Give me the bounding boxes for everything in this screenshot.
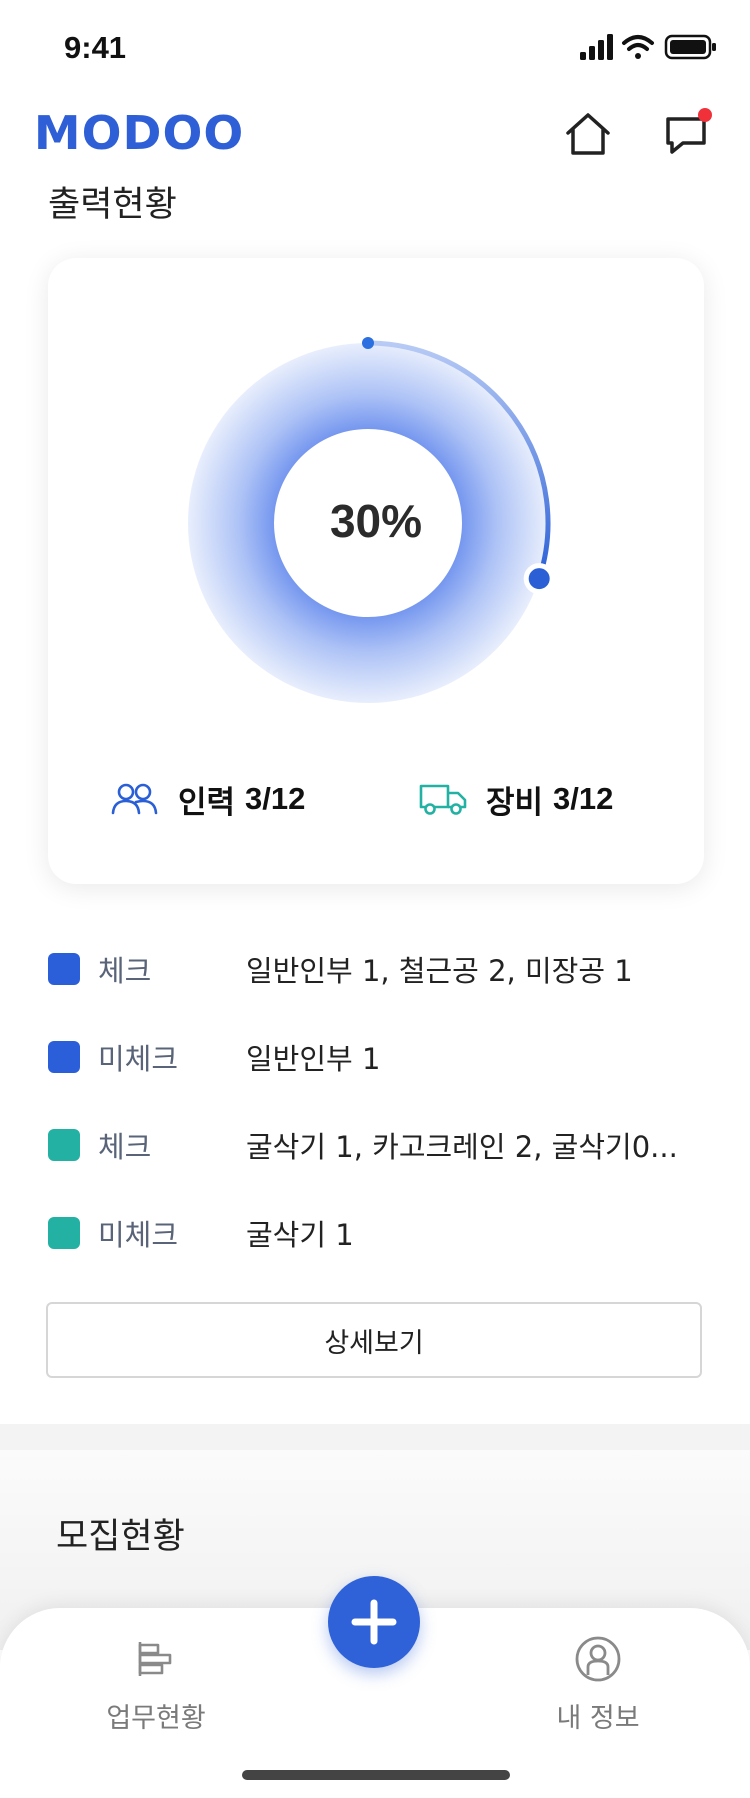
wifi-icon — [622, 35, 654, 59]
legend-detail: 굴삭기 1 — [246, 1218, 354, 1252]
bottom-nav: 업무현황 내 정보 — [0, 1608, 750, 1798]
legend-detail: 일반인부 1, 철근공 2, 미장공 1 — [246, 954, 633, 988]
section-divider — [0, 1424, 750, 1450]
equipment-stat: 장비 3/12 — [418, 774, 613, 824]
home-button[interactable] — [558, 104, 618, 164]
home-icon — [566, 113, 610, 155]
output-status-card: 30% 인력 3/12 — [48, 258, 704, 884]
legend-row-person-unchecked: 미체크 일반인부 1 — [48, 1032, 708, 1082]
gauge-start-dot — [362, 337, 374, 349]
status-icons — [580, 34, 716, 60]
message-button[interactable] — [656, 104, 716, 164]
progress-gauge — [188, 337, 555, 703]
gauge-end-knob — [523, 563, 555, 595]
nav-work-label: 업무현황 — [106, 1703, 206, 1734]
legend-swatch — [48, 1041, 80, 1073]
add-button[interactable] — [328, 1576, 420, 1668]
people-icon — [111, 783, 158, 815]
equipment-stat-value: 3/12 — [553, 781, 614, 816]
gauge-progress-arc — [365, 340, 551, 582]
battery-icon — [664, 34, 716, 60]
signal-icon — [580, 34, 613, 60]
legend-swatch — [48, 1129, 80, 1161]
person-stat: 인력 3/12 — [110, 774, 305, 824]
gauge-center — [274, 429, 462, 617]
recruit-status-title: 모집현황 — [56, 1517, 185, 1557]
chat-icon — [666, 117, 706, 154]
legend-status: 미체크 — [98, 1042, 179, 1076]
legend-status: 미체크 — [98, 1218, 179, 1252]
nav-my-info[interactable]: 내 정보 — [508, 1628, 688, 1735]
nav-work-status[interactable]: 업무현황 — [66, 1628, 246, 1735]
profile-icon — [575, 1636, 621, 1682]
gauge-percent: 30% — [329, 495, 423, 547]
person-stat-value: 3/12 — [245, 781, 306, 816]
notification-dot — [698, 108, 712, 122]
legend-row-equipment-checked: 체크 굴삭기 1, 카고크레인 2, 굴삭기0... — [48, 1120, 708, 1170]
legend-detail: 일반인부 1 — [246, 1042, 381, 1076]
legend-row-equipment-unchecked: 미체크 굴삭기 1 — [48, 1208, 708, 1258]
person-stat-label: 인력 — [178, 784, 236, 821]
task-list-icon — [138, 1642, 172, 1676]
truck-icon — [419, 784, 467, 815]
home-indicator — [242, 1770, 510, 1780]
logo[interactable]: MODOO — [33, 106, 245, 160]
plus-icon — [351, 1599, 397, 1645]
legend-status: 체크 — [98, 1130, 152, 1164]
legend-detail: 굴삭기 1, 카고크레인 2, 굴삭기0... — [246, 1130, 678, 1164]
equipment-stat-label: 장비 — [486, 784, 544, 821]
legend-swatch — [48, 953, 80, 985]
status-time: 9:41 — [64, 30, 127, 65]
app-header: MODOO — [0, 100, 750, 190]
legend-swatch — [48, 1217, 80, 1249]
nav-my-label: 내 정보 — [556, 1703, 640, 1734]
output-status-title: 출력현황 — [48, 185, 177, 225]
legend-row-person-checked: 체크 일반인부 1, 철근공 2, 미장공 1 — [48, 944, 708, 994]
legend-status: 체크 — [98, 954, 152, 988]
status-bar: 9:41 — [0, 0, 750, 96]
view-details-button[interactable]: 상세보기 — [46, 1302, 702, 1378]
